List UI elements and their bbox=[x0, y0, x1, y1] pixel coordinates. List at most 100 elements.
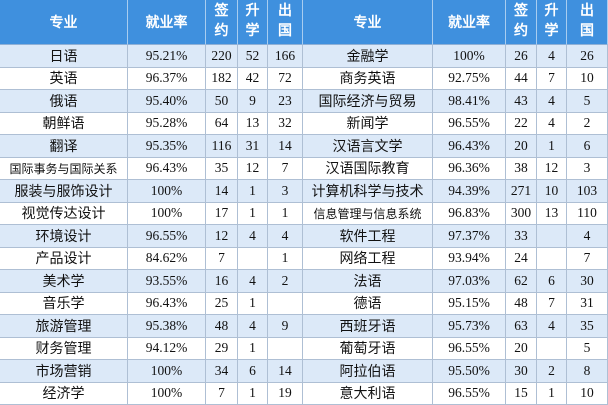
signed-count-cell: 43 bbox=[506, 90, 537, 113]
employment-rate-cell: 100% bbox=[128, 180, 206, 203]
major-cell: 阿拉伯语 bbox=[303, 360, 433, 383]
major-cell: 视觉传达设计 bbox=[0, 202, 128, 225]
further-study-count-cell: 7 bbox=[537, 67, 567, 90]
further-study-count-cell: 42 bbox=[238, 67, 268, 90]
employment-rate-cell: 96.43% bbox=[433, 135, 506, 158]
signed-count-cell: 116 bbox=[206, 135, 238, 158]
employment-rate-cell: 95.15% bbox=[433, 292, 506, 315]
major-cell: 俄语 bbox=[0, 90, 128, 113]
employment-rate-cell: 84.62% bbox=[128, 247, 206, 270]
employment-rate-cell: 97.37% bbox=[433, 225, 506, 248]
major-cell: 经济学 bbox=[0, 382, 128, 405]
major-cell: 环境设计 bbox=[0, 225, 128, 248]
header-further-study: 升学 bbox=[544, 4, 559, 39]
major-cell: 网络工程 bbox=[303, 247, 433, 270]
employment-rate-cell: 94.12% bbox=[128, 337, 206, 360]
signed-count-cell: 20 bbox=[506, 135, 537, 158]
table-row: 市场营销 100% 34 6 14 阿拉伯语 95.50% 30 2 8 bbox=[0, 360, 608, 383]
signed-count-cell: 50 bbox=[206, 90, 238, 113]
employment-rate-cell: 95.73% bbox=[433, 315, 506, 338]
signed-count-cell: 34 bbox=[206, 360, 238, 383]
further-study-count-cell: 12 bbox=[537, 157, 567, 180]
major-cell: 汉语言文学 bbox=[303, 135, 433, 158]
abroad-count-cell: 23 bbox=[268, 90, 303, 113]
abroad-count-cell: 10 bbox=[567, 67, 608, 90]
abroad-count-cell: 31 bbox=[567, 292, 608, 315]
employment-rate-cell: 95.38% bbox=[128, 315, 206, 338]
abroad-count-cell: 19 bbox=[268, 382, 303, 405]
table-row: 俄语 95.40% 50 9 23 国际经济与贸易 98.41% 43 4 5 bbox=[0, 90, 608, 113]
further-study-count-cell: 9 bbox=[238, 90, 268, 113]
table-row: 经济学 100% 7 1 19 意大利语 96.55% 15 1 10 bbox=[0, 382, 608, 405]
header-major: 专业 bbox=[303, 0, 433, 45]
table-header-row: 专业 就业率 签约 升学 出国 专业 就业率 签约 升学 出国 bbox=[0, 0, 608, 45]
abroad-count-cell: 166 bbox=[268, 45, 303, 68]
further-study-count-cell: 2 bbox=[537, 360, 567, 383]
further-study-count-cell: 4 bbox=[537, 315, 567, 338]
abroad-count-cell: 72 bbox=[268, 67, 303, 90]
employment-rate-cell: 96.43% bbox=[128, 292, 206, 315]
header-major: 专业 bbox=[0, 0, 128, 45]
major-cell: 商务英语 bbox=[303, 67, 433, 90]
employment-rate-cell: 100% bbox=[128, 202, 206, 225]
abroad-count-cell: 4 bbox=[268, 225, 303, 248]
signed-count-cell: 29 bbox=[206, 337, 238, 360]
further-study-count-cell: 4 bbox=[238, 315, 268, 338]
signed-count-cell: 44 bbox=[506, 67, 537, 90]
further-study-count-cell: 13 bbox=[537, 202, 567, 225]
employment-rate-cell: 94.39% bbox=[433, 180, 506, 203]
further-study-count-cell: 4 bbox=[537, 90, 567, 113]
employment-rate-cell: 96.83% bbox=[433, 202, 506, 225]
header-signed: 签约 bbox=[214, 4, 229, 39]
header-abroad: 出国 bbox=[278, 4, 292, 39]
major-cell: 汉语国际教育 bbox=[303, 157, 433, 180]
major-cell: 英语 bbox=[0, 67, 128, 90]
signed-count-cell: 14 bbox=[206, 180, 238, 203]
signed-count-cell: 12 bbox=[206, 225, 238, 248]
abroad-count-cell: 2 bbox=[268, 270, 303, 293]
further-study-count-cell: 1 bbox=[238, 382, 268, 405]
employment-rate-cell: 95.40% bbox=[128, 90, 206, 113]
abroad-count-cell: 3 bbox=[268, 180, 303, 203]
employment-rate-cell: 96.36% bbox=[433, 157, 506, 180]
major-cell: 法语 bbox=[303, 270, 433, 293]
abroad-count-cell bbox=[268, 292, 303, 315]
major-cell: 朝鲜语 bbox=[0, 112, 128, 135]
employment-rate-cell: 96.55% bbox=[433, 337, 506, 360]
further-study-count-cell: 1 bbox=[537, 382, 567, 405]
abroad-count-cell: 7 bbox=[567, 247, 608, 270]
employment-rate-cell: 95.28% bbox=[128, 112, 206, 135]
major-cell: 翻译 bbox=[0, 135, 128, 158]
abroad-count-cell: 103 bbox=[567, 180, 608, 203]
major-cell: 西班牙语 bbox=[303, 315, 433, 338]
further-study-count-cell: 31 bbox=[238, 135, 268, 158]
signed-count-cell: 30 bbox=[506, 360, 537, 383]
signed-count-cell: 48 bbox=[206, 315, 238, 338]
signed-count-cell: 16 bbox=[206, 270, 238, 293]
further-study-count-cell: 4 bbox=[238, 225, 268, 248]
table-row: 国际事务与国际关系 96.43% 35 12 7 汉语国际教育 96.36% 3… bbox=[0, 157, 608, 180]
abroad-count-cell: 1 bbox=[268, 247, 303, 270]
abroad-count-cell: 3 bbox=[567, 157, 608, 180]
signed-count-cell: 182 bbox=[206, 67, 238, 90]
major-cell: 产品设计 bbox=[0, 247, 128, 270]
header-signed: 签约 bbox=[514, 4, 528, 39]
major-cell: 葡萄牙语 bbox=[303, 337, 433, 360]
header-employment-rate: 就业率 bbox=[433, 0, 506, 45]
employment-rate-cell: 97.03% bbox=[433, 270, 506, 293]
further-study-count-cell: 4 bbox=[537, 45, 567, 68]
major-cell: 新闻学 bbox=[303, 112, 433, 135]
signed-count-cell: 62 bbox=[506, 270, 537, 293]
header-signed-cell: 签约 bbox=[506, 0, 537, 45]
signed-count-cell: 35 bbox=[206, 157, 238, 180]
further-study-count-cell: 6 bbox=[238, 360, 268, 383]
employment-rate-cell: 93.55% bbox=[128, 270, 206, 293]
further-study-count-cell: 10 bbox=[537, 180, 567, 203]
major-cell: 美术学 bbox=[0, 270, 128, 293]
employment-rate-cell: 96.37% bbox=[128, 67, 206, 90]
employment-rate-cell: 98.41% bbox=[433, 90, 506, 113]
further-study-count-cell bbox=[537, 247, 567, 270]
signed-count-cell: 33 bbox=[506, 225, 537, 248]
table-row: 视觉传达设计 100% 17 1 1 信息管理与信息系统 96.83% 300 … bbox=[0, 202, 608, 225]
